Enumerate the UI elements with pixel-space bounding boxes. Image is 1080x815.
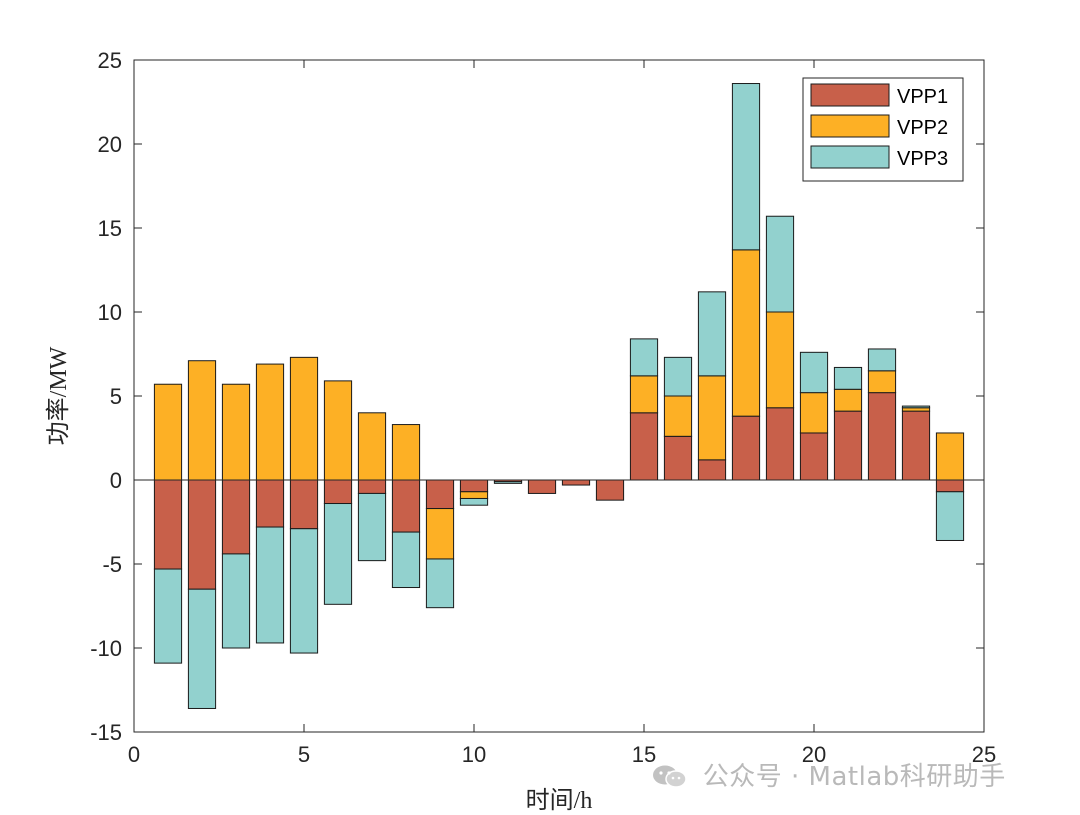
bar-vpp1-h14 xyxy=(595,479,625,501)
bar-vpp2-h19 xyxy=(765,311,795,409)
bar-vpp1-h15 xyxy=(629,412,659,481)
y-tick-label: 10 xyxy=(98,300,122,325)
bar-vpp3-h16 xyxy=(663,356,693,397)
bar-vpp1-h21 xyxy=(833,410,863,481)
bar-vpp1-h12 xyxy=(527,479,557,494)
bar-vpp2-h6 xyxy=(323,380,353,481)
bar-vpp2-h15 xyxy=(629,375,659,414)
bar-vpp3-h9 xyxy=(425,558,455,609)
wechat-icon xyxy=(652,764,688,788)
bar-vpp3-h5 xyxy=(289,528,319,654)
bar-vpp2-h22 xyxy=(867,370,897,394)
x-tick-label: 5 xyxy=(298,742,310,767)
bar-vpp1-h3 xyxy=(221,479,251,555)
y-tick-label: 0 xyxy=(110,468,122,493)
legend: VPP1 VPP2 VPP3 xyxy=(802,77,964,182)
bar-vpp2-h21 xyxy=(833,388,863,412)
x-tick-label: 25 xyxy=(972,742,996,767)
bar-vpp1-h18 xyxy=(731,415,761,481)
bar-vpp1-h23 xyxy=(901,410,931,481)
bar-vpp1-h16 xyxy=(663,435,693,481)
y-tick-label: 15 xyxy=(98,216,122,241)
bar-vpp3-h17 xyxy=(697,291,727,377)
bar-vpp1-h10 xyxy=(459,479,489,493)
bar-vpp2-h2 xyxy=(187,360,217,481)
bar-vpp2-h20 xyxy=(799,392,829,434)
bar-vpp2-h24 xyxy=(935,432,965,481)
y-tick-label: 25 xyxy=(98,48,122,73)
y-axis-label: 功率/MW xyxy=(45,346,72,445)
bar-vpp3-h1 xyxy=(153,568,183,664)
x-tick-label: 20 xyxy=(802,742,826,767)
bar-vpp3-h20 xyxy=(799,351,829,394)
bar-vpp3-h24 xyxy=(935,491,965,541)
watermark-text: 公众号 · Matlab科研助手 xyxy=(702,762,1006,792)
bar-vpp3-h10 xyxy=(459,497,489,506)
bar-vpp3-h15 xyxy=(629,338,659,377)
bar-vpp2-h4 xyxy=(255,363,285,481)
legend-label-vpp3: VPP3 xyxy=(897,148,948,170)
bar-vpp3-h8 xyxy=(391,531,421,589)
ticks-layer: 0 5 10 15 20 25 -15 -10 -5 0 5 10 15 20 25 xyxy=(90,48,996,767)
bar-vpp1-h1 xyxy=(153,479,183,570)
bar-vpp1-h5 xyxy=(289,479,319,530)
bar-vpp3-h4 xyxy=(255,526,285,644)
legend-label-vpp2: VPP2 xyxy=(897,117,948,139)
bar-vpp2-h16 xyxy=(663,395,693,437)
bar-vpp3-h11 xyxy=(493,481,523,484)
bar-vpp1-h2 xyxy=(187,479,217,590)
bar-vpp1-h4 xyxy=(255,479,285,528)
x-tick-label: 0 xyxy=(128,742,140,767)
legend-label-vpp1: VPP1 xyxy=(897,86,948,108)
bar-vpp1-h24 xyxy=(935,479,965,493)
bar-vpp3-h7 xyxy=(357,492,387,562)
y-tick-label: -5 xyxy=(102,552,122,577)
bar-vpp2-h8 xyxy=(391,424,421,481)
bar-vpp2-h18 xyxy=(731,249,761,417)
bar-vpp3-h23 xyxy=(901,405,931,409)
bar-vpp3-h22 xyxy=(867,348,897,372)
bars-layer xyxy=(153,83,965,709)
y-tick-label: -15 xyxy=(90,720,122,745)
bar-vpp2-h17 xyxy=(697,375,727,461)
bar-vpp1-h13 xyxy=(561,479,591,486)
bar-vpp1-h7 xyxy=(357,479,387,494)
legend-swatch-vpp2 xyxy=(810,114,890,138)
bar-vpp2-h1 xyxy=(153,383,183,481)
bar-vpp3-h18 xyxy=(731,83,761,251)
legend-swatch-vpp3 xyxy=(810,145,890,169)
bar-vpp2-h23 xyxy=(901,407,931,412)
bar-vpp2-h3 xyxy=(221,383,251,481)
bar-vpp2-h7 xyxy=(357,412,387,481)
x-tick-label: 10 xyxy=(462,742,486,767)
bar-vpp1-h22 xyxy=(867,392,897,481)
bar-vpp2-h9 xyxy=(425,508,455,560)
bar-vpp3-h6 xyxy=(323,503,353,605)
bar-vpp2-h5 xyxy=(289,356,319,481)
y-tick-label: 20 xyxy=(98,132,122,157)
bar-vpp1-h8 xyxy=(391,479,421,533)
bar-vpp1-h6 xyxy=(323,479,353,505)
bar-vpp1-h20 xyxy=(799,432,829,481)
bar-vpp1-h17 xyxy=(697,459,727,481)
bar-vpp3-h19 xyxy=(765,215,795,313)
y-tick-label: -10 xyxy=(90,636,122,661)
bar-vpp2-h10 xyxy=(459,491,489,499)
legend-swatch-vpp1 xyxy=(810,83,890,107)
x-axis-label: 时间/h xyxy=(526,787,593,814)
bar-vpp3-h2 xyxy=(187,588,217,709)
bar-vpp3-h3 xyxy=(221,553,251,649)
y-tick-label: 5 xyxy=(110,384,122,409)
bar-vpp1-h19 xyxy=(765,407,795,481)
bar-vpp1-h9 xyxy=(425,479,455,510)
bar-vpp3-h21 xyxy=(833,366,863,390)
watermark: 公众号 · Matlab科研助手 xyxy=(652,756,1006,793)
x-tick-label: 15 xyxy=(632,742,656,767)
